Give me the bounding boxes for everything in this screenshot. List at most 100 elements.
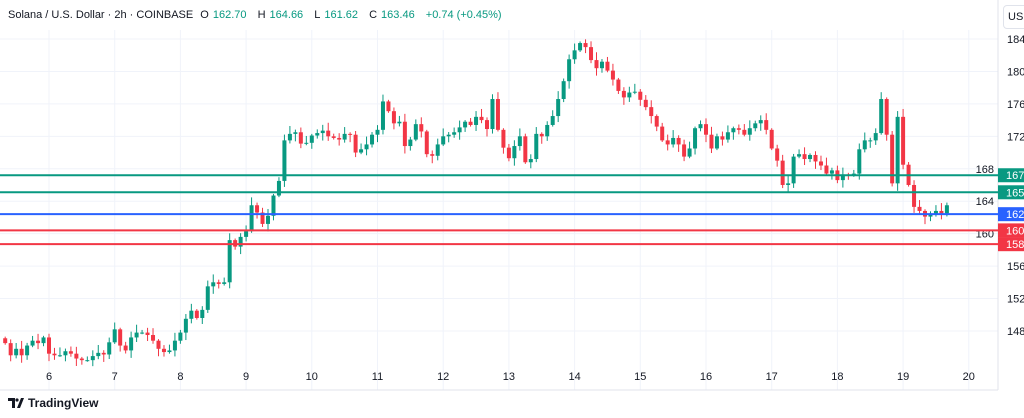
candle-up xyxy=(287,133,292,141)
candle-down xyxy=(736,128,741,130)
tradingview-logo[interactable]: TradingView xyxy=(8,396,98,410)
level-price-label: 165 xyxy=(1006,187,1024,199)
candle-down xyxy=(36,340,41,344)
candle-up xyxy=(714,136,719,149)
candle-down xyxy=(654,116,659,127)
x-tick-label: 19 xyxy=(897,371,909,383)
candle-down xyxy=(939,210,944,214)
candle-down xyxy=(156,340,161,349)
candle-up xyxy=(41,337,46,344)
currency-button[interactable]: USD xyxy=(1003,5,1024,29)
candle-down xyxy=(676,137,681,145)
candle-up xyxy=(380,101,385,130)
y-tick-label: 180 xyxy=(1007,66,1024,78)
x-tick-label: 6 xyxy=(46,371,52,383)
candle-up xyxy=(753,123,758,129)
candle-down xyxy=(79,358,84,361)
candle-up xyxy=(933,210,938,215)
candle-up xyxy=(578,43,583,51)
candle-up xyxy=(63,351,68,356)
level-price-tag xyxy=(998,168,1024,183)
level-price-label: 160 xyxy=(1006,225,1024,237)
candle-down xyxy=(901,116,906,165)
level-price-label: 162 xyxy=(1006,209,1024,221)
candle-down xyxy=(605,61,610,71)
candle-up xyxy=(85,360,90,362)
candle-up xyxy=(189,310,194,319)
candle-up xyxy=(211,282,216,287)
candle-down xyxy=(468,121,473,125)
x-tick-label: 9 xyxy=(243,371,249,383)
candle-down xyxy=(665,140,670,145)
candle-up xyxy=(14,348,19,356)
candle-up xyxy=(441,136,446,145)
candle-up xyxy=(747,128,752,135)
candle-up xyxy=(731,128,736,133)
candle-up xyxy=(293,132,298,134)
candle-up xyxy=(791,156,796,184)
candle-down xyxy=(610,70,615,80)
candle-up xyxy=(413,124,418,140)
candle-down xyxy=(52,353,57,356)
candle-down xyxy=(824,165,829,174)
candle-down xyxy=(818,161,823,166)
candle-up xyxy=(282,140,287,181)
candle-up xyxy=(944,205,949,214)
x-tick-label: 16 xyxy=(700,371,712,383)
x-tick-label: 13 xyxy=(503,371,515,383)
level-price-label: 158 xyxy=(1006,239,1024,251)
candle-down xyxy=(101,352,106,355)
candle-down xyxy=(638,91,643,100)
candle-up xyxy=(309,135,314,143)
candle-up xyxy=(375,129,380,135)
candle-up xyxy=(545,124,550,137)
candle-down xyxy=(506,147,511,159)
candle-down xyxy=(326,130,331,137)
candle-up xyxy=(140,332,145,334)
candle-up xyxy=(320,130,325,134)
candle-down xyxy=(74,353,79,359)
candle-down xyxy=(337,137,342,140)
candle-down xyxy=(419,124,424,132)
x-tick-label: 17 xyxy=(766,371,778,383)
x-tick-label: 15 xyxy=(634,371,646,383)
candle-down xyxy=(353,134,358,153)
candle-up xyxy=(227,240,232,283)
candle-up xyxy=(868,140,873,142)
candle-up xyxy=(167,350,172,353)
candle-up xyxy=(879,99,884,134)
candle-up xyxy=(178,332,183,341)
candle-up xyxy=(698,124,703,129)
candle-down xyxy=(764,120,769,130)
candle-down xyxy=(255,205,260,213)
candle-down xyxy=(720,136,725,140)
candle-down xyxy=(19,348,24,356)
candle-up xyxy=(517,136,522,147)
candle-up xyxy=(408,139,413,147)
candle-up xyxy=(556,99,561,117)
candle-down xyxy=(68,351,73,354)
candle-down xyxy=(917,206,922,211)
candle-down xyxy=(912,184,917,207)
y-tick-label: 152 xyxy=(1007,294,1024,306)
candle-up xyxy=(200,309,205,318)
candle-up xyxy=(25,345,30,356)
candle-down xyxy=(802,154,807,160)
candle-up xyxy=(244,231,249,237)
level-price-tag xyxy=(998,223,1024,238)
level-price-label: 167 xyxy=(1006,170,1024,182)
y-tick-label: 172 xyxy=(1007,131,1024,143)
candle-down xyxy=(8,343,13,356)
candle-down xyxy=(495,99,500,130)
candle-down xyxy=(391,111,396,124)
candle-down xyxy=(616,79,621,91)
candle-up xyxy=(238,236,243,247)
candle-up xyxy=(446,134,451,137)
candle-up xyxy=(797,154,802,157)
candle-down xyxy=(118,329,123,346)
candle-down xyxy=(621,90,626,98)
x-tick-label: 18 xyxy=(831,371,843,383)
x-tick-label: 8 xyxy=(177,371,183,383)
